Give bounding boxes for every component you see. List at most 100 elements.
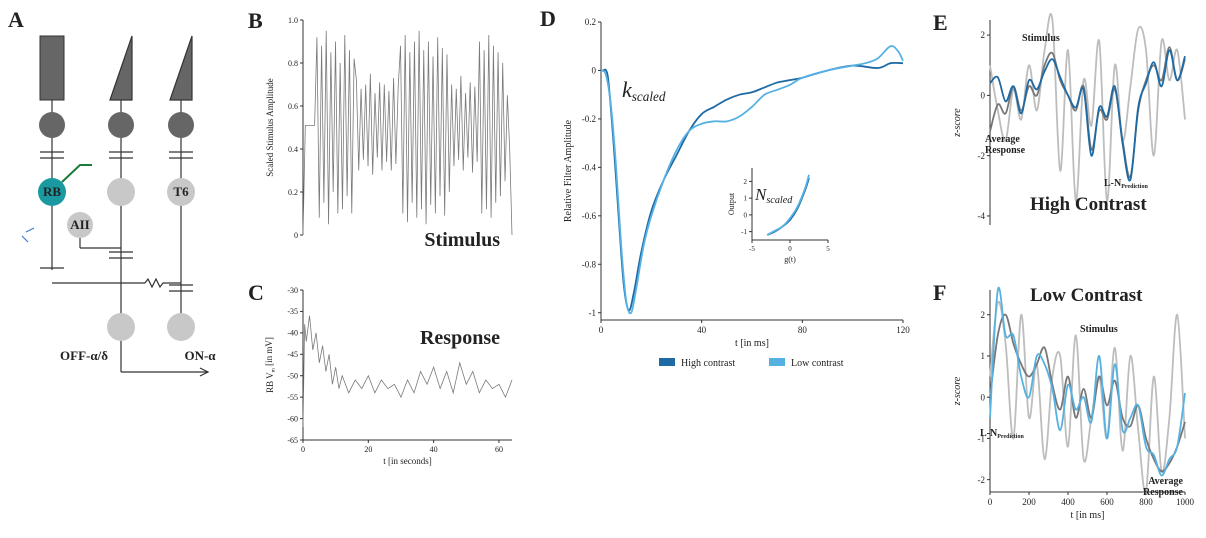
- y-tick-label: 0.2: [585, 17, 596, 27]
- x-axis-label: t [in seconds]: [383, 456, 432, 466]
- x-tick-label: 0: [788, 245, 792, 253]
- series-line: [766, 174, 810, 236]
- y-tick-label: 0: [592, 66, 597, 76]
- series-line: [989, 13, 1186, 202]
- y-tick-label: -60: [287, 414, 298, 423]
- y-axis-label: z-score: [952, 108, 963, 138]
- annotation-part: scaled: [766, 195, 793, 206]
- annotation-part: Low Contrast: [1030, 285, 1143, 306]
- x-tick-label: 80: [798, 325, 808, 335]
- y-axis-label: Output: [727, 192, 736, 215]
- led: [21, 227, 35, 243]
- panel-label: E: [933, 10, 948, 35]
- x-tick-label: 200: [1022, 497, 1036, 507]
- annotation: High Contrast: [1030, 194, 1147, 215]
- annotation-part: N: [754, 185, 768, 204]
- y-tick-label: 2: [744, 178, 748, 186]
- legend-label: Low contrast: [791, 358, 844, 369]
- x-tick-label: 1000: [1176, 497, 1195, 507]
- y-tick-label: 0: [981, 392, 986, 402]
- chart: 0 0.2 0.4 0.6 0.8 1.0: [288, 16, 513, 240]
- y-axis-label: RB Vm [in mV]: [264, 337, 277, 393]
- annotation: Low Contrast: [1030, 285, 1143, 306]
- annotation: Stimulus: [1022, 33, 1060, 44]
- y-tick-label: -1: [589, 308, 597, 318]
- y-tick-label: -0.4: [582, 163, 597, 173]
- annotation-part: Stimulus: [424, 229, 500, 251]
- y-tick-label: -0.2: [582, 114, 596, 124]
- x-tick-label: 40: [430, 445, 438, 454]
- y-tick-label: -50: [287, 372, 298, 381]
- x-tick-label: 20: [364, 445, 372, 454]
- x-tick-label: 5: [826, 245, 830, 253]
- panel-label: B: [248, 8, 263, 33]
- annotation-part: Prediction: [997, 434, 1024, 440]
- series-line: [989, 313, 1186, 473]
- panel-label: C: [248, 280, 264, 305]
- annotation-line: Average: [1148, 476, 1183, 487]
- y-tick-label: 1: [981, 351, 986, 361]
- legend-swatch: [769, 358, 785, 366]
- chart: -65 -60 -55 -50 -45 -40 -35 -30 0 20 40 60: [287, 286, 513, 454]
- y-tick-label: -45: [287, 350, 298, 359]
- annotation-part: L-N: [1104, 178, 1122, 189]
- cell-label: T6: [173, 184, 189, 199]
- y-tick-label: 0: [294, 231, 298, 240]
- annotation: Response: [420, 327, 500, 349]
- ganglion-cell: [107, 313, 135, 341]
- series-line: [989, 49, 1186, 182]
- x-axis-label: t [in ms]: [735, 338, 769, 349]
- y-tick-label: 0.8: [288, 59, 298, 68]
- y-tick-label: -40: [287, 329, 298, 338]
- chart: -4 -2 0 2: [978, 13, 1186, 225]
- x-tick-label: 0: [599, 325, 604, 335]
- y-tick-label: -1: [978, 434, 986, 444]
- annotation: kscaled: [622, 77, 666, 104]
- cone: [39, 35, 65, 101]
- y-tick-label: 1.0: [288, 16, 298, 25]
- legend-label: High contrast: [681, 358, 735, 369]
- y-axis-label-part: [in mV]: [264, 337, 274, 368]
- y-tick-label: 0.6: [288, 102, 298, 111]
- panel-label: F: [933, 280, 946, 305]
- legend-swatch: [659, 358, 675, 366]
- y-axis-label: Relative Filter Amplitude: [563, 119, 574, 222]
- y-axis-label: z-score: [952, 376, 963, 406]
- cone-soma: [168, 112, 194, 138]
- x-tick-label: -5: [749, 245, 755, 253]
- x-axis-label: t [in ms]: [1071, 510, 1105, 521]
- annotation-part: High Contrast: [1030, 194, 1147, 215]
- series-line: [766, 177, 810, 236]
- x-tick-label: 60: [495, 445, 503, 454]
- y-axis-label: Scaled Stimulus Amplitude: [265, 78, 275, 177]
- y-tick-label: 2: [981, 310, 986, 320]
- cone: [109, 35, 133, 101]
- electrode: [61, 164, 92, 183]
- y-tick-label: -0.6: [582, 211, 597, 221]
- series-line: [302, 315, 513, 428]
- y-tick-label: 0: [981, 91, 986, 101]
- y-tick-label: -0.8: [582, 259, 597, 269]
- series-line: [600, 45, 904, 315]
- y-tick-label: -35: [287, 307, 298, 316]
- y-tick-label: -1: [741, 228, 747, 236]
- series-line: [989, 300, 1186, 494]
- chart: -1 0 1 2 -5 0 5: [741, 168, 830, 253]
- annotation-line: Response: [1143, 487, 1184, 498]
- annotation-part: Stimulus: [1080, 324, 1118, 335]
- cone: [169, 35, 193, 101]
- arrow: [199, 367, 210, 377]
- y-tick-label: -2: [978, 475, 986, 485]
- panel-label: D: [540, 6, 556, 31]
- bipolar-cell: [107, 178, 135, 206]
- chart: -2 -1 0 1 2 0 200 400 600 800 1000: [978, 286, 1195, 507]
- cell-label: RB: [43, 184, 61, 199]
- y-axis-label-part: RB V: [265, 372, 275, 393]
- annotation-part: k: [622, 77, 633, 102]
- series-line: [302, 30, 513, 236]
- circuit-diagram: A RB AII T6 OFF-α/δ ON-α: [8, 7, 216, 377]
- x-tick-label: 120: [896, 325, 910, 335]
- annotation-line: Average: [985, 134, 1020, 145]
- aii-cell: [67, 212, 93, 238]
